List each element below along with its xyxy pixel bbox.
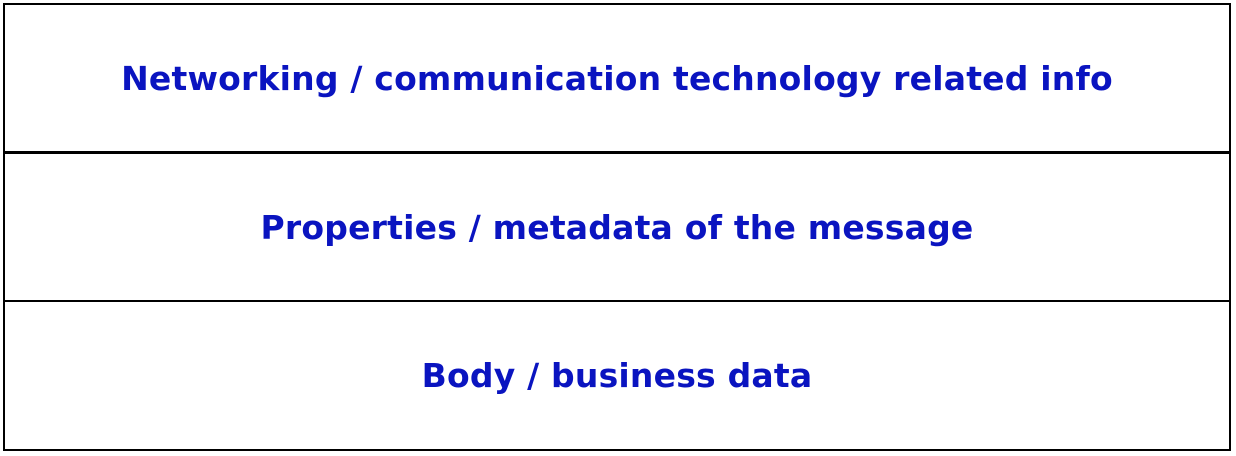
properties-layer: Properties / metadata of the message bbox=[5, 154, 1229, 302]
body-layer-label: Body / business data bbox=[421, 356, 813, 395]
body-layer: Body / business data bbox=[5, 302, 1229, 449]
properties-layer-label: Properties / metadata of the message bbox=[260, 207, 974, 247]
networking-layer-label: Networking / communication technology re… bbox=[121, 58, 1113, 98]
message-structure-diagram: Networking / communication technology re… bbox=[3, 3, 1231, 451]
networking-layer: Networking / communication technology re… bbox=[5, 5, 1229, 154]
